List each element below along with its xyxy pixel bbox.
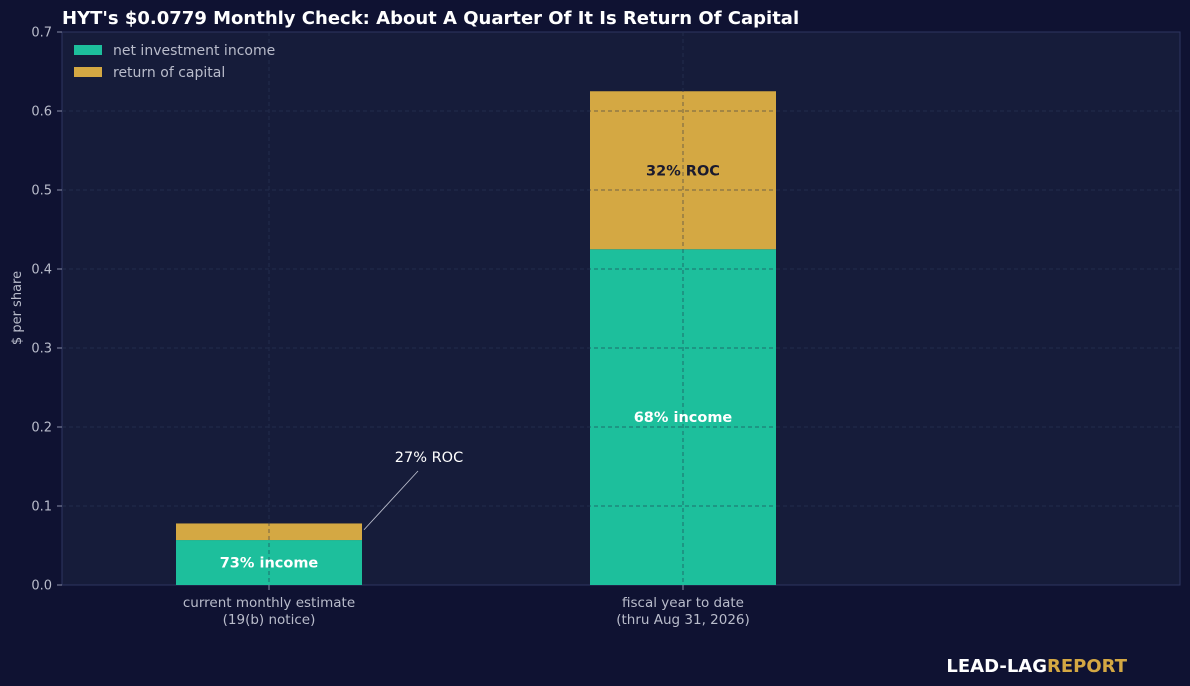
x-tick-label: (thru Aug 31, 2026) [616, 612, 750, 628]
bar-segment-income [176, 540, 362, 585]
y-tick-label: 0.6 [31, 105, 52, 120]
y-tick-label: 0.5 [31, 184, 52, 199]
y-axis-label: $ per share [10, 271, 25, 345]
bar-segment-label: 68% income [634, 410, 733, 426]
y-tick-label: 0.3 [31, 342, 52, 357]
legend-swatch [74, 67, 102, 77]
brand-part-2: REPORT [1047, 656, 1128, 677]
bar-segment-label: 32% ROC [646, 163, 720, 179]
legend-label: net investment income [113, 43, 275, 59]
bar-segment-label: 73% income [220, 556, 319, 572]
grid-overlay [62, 32, 1180, 585]
y-tick-label: 0.0 [31, 579, 52, 594]
annotation-text: 27% ROC [395, 450, 463, 466]
y-tick-label: 0.7 [31, 26, 52, 41]
y-tick-label: 0.2 [31, 421, 52, 436]
legend-swatch [74, 45, 102, 55]
x-axis-ticks: current monthly estimate(19(b) notice) fi… [183, 585, 750, 628]
brand-logo: LEAD-LAGREPORT [946, 656, 1127, 677]
x-tick-label: fiscal year to date [622, 595, 744, 611]
legend: net investment income return of capital [74, 43, 275, 81]
annotation-leader-line [363, 470, 419, 531]
annotations: 27% ROC [363, 450, 463, 531]
x-tick-label: (19(b) notice) [223, 612, 316, 628]
chart-title: HYT's $0.0779 Monthly Check: About A Qua… [62, 8, 799, 29]
segment-labels: 73% income 68% income 32% ROC [220, 163, 733, 571]
brand-part-1: LEAD-LAG [946, 656, 1047, 677]
y-axis-ticks: 0.0 0.1 0.2 0.3 0.4 0.5 0.6 0.7 [31, 26, 62, 594]
y-tick-label: 0.4 [31, 263, 52, 278]
y-tick-label: 0.1 [31, 500, 52, 515]
x-tick-label: current monthly estimate [183, 595, 355, 611]
legend-label: return of capital [113, 65, 225, 81]
